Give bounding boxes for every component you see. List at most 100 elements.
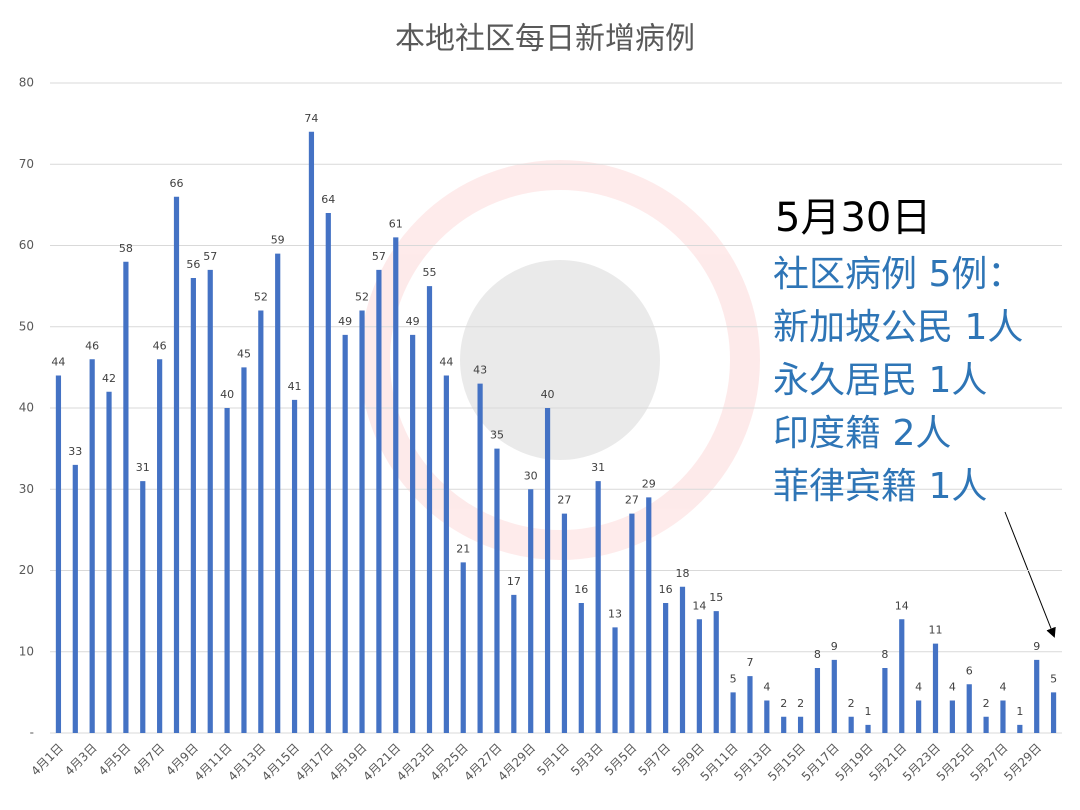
x-tick-label: 5月3日 [568, 741, 606, 779]
annotation-line: 印度籍 2人 [773, 413, 951, 454]
value-label: 57 [372, 250, 386, 263]
value-label: 55 [423, 266, 437, 279]
value-label: 5 [1050, 672, 1057, 685]
bar [410, 334, 416, 733]
x-tick-label: 5月5日 [602, 741, 640, 779]
bar [224, 408, 230, 733]
bar [916, 700, 922, 733]
bar [393, 237, 399, 733]
value-label: 2 [797, 697, 804, 710]
value-label: 40 [220, 388, 234, 401]
value-label: 45 [237, 347, 251, 360]
y-tick-label: 10 [19, 644, 34, 658]
value-label: 66 [170, 177, 184, 190]
bar [1000, 700, 1006, 733]
bar [308, 131, 315, 733]
bar [544, 408, 551, 733]
annotation-line: 永久居民 1人 [773, 360, 987, 401]
y-tick-label: 60 [19, 238, 34, 252]
x-tick-label: 5月7日 [636, 741, 674, 779]
bar [814, 668, 821, 733]
value-label: 31 [591, 461, 605, 474]
value-label: 56 [186, 258, 200, 271]
value-label: 1 [865, 705, 872, 718]
x-tick-label: 4月5日 [96, 741, 134, 779]
value-label: 49 [406, 315, 420, 328]
bar [342, 334, 348, 733]
value-label: 7 [746, 656, 753, 669]
value-label: 17 [507, 575, 521, 588]
value-label: 4 [763, 681, 770, 694]
value-label: 49 [338, 315, 352, 328]
bar [713, 611, 719, 733]
watermark [360, 160, 760, 560]
value-label: 64 [321, 193, 335, 206]
bar [173, 196, 180, 733]
bar [561, 513, 568, 733]
value-label: 16 [659, 583, 673, 596]
bar [831, 659, 837, 733]
y-tick-label: 30 [19, 482, 34, 496]
value-label: 21 [456, 542, 470, 555]
bar [1017, 724, 1023, 733]
bar [865, 724, 871, 733]
y-tick-label: 70 [19, 157, 34, 171]
value-label: 57 [203, 250, 217, 263]
bar [595, 481, 601, 733]
value-label: 2 [983, 697, 990, 710]
bar [966, 684, 972, 733]
bar [376, 269, 382, 733]
value-label: 14 [692, 599, 706, 612]
value-label: 35 [490, 429, 504, 442]
value-label: 9 [831, 640, 838, 653]
x-tick-label: 4月29日 [495, 741, 538, 784]
bar [781, 716, 787, 733]
value-label: 33 [68, 445, 82, 458]
x-tick-label: 4月3日 [62, 741, 100, 779]
bar [747, 676, 753, 733]
value-label: 16 [574, 583, 588, 596]
bar [983, 716, 989, 733]
annotation-line: 新加坡公民 1人 [773, 307, 1023, 348]
value-label: 41 [288, 380, 302, 393]
annotation-line: 社区病例 5例： [773, 254, 1023, 295]
value-label: 31 [136, 461, 150, 474]
bar [612, 627, 618, 733]
annotation-arrow [1004, 511, 1056, 638]
value-label: 9 [1033, 640, 1040, 653]
bar [89, 359, 95, 733]
value-label: 14 [895, 599, 909, 612]
value-label: 46 [153, 339, 167, 352]
bar [663, 603, 669, 733]
annotation-line: 菲律宾籍 1人 [773, 466, 987, 507]
value-label: 4 [915, 681, 922, 694]
bar [1050, 692, 1057, 733]
bar [426, 286, 433, 733]
bar [477, 383, 483, 733]
value-label: 5 [730, 672, 737, 685]
bar [190, 278, 196, 733]
value-label: 59 [271, 234, 285, 247]
chart-title: 本地社区每日新增病例 [395, 22, 695, 57]
value-label: 2 [780, 697, 787, 710]
bar [140, 481, 146, 733]
bar [646, 497, 652, 733]
value-label: 29 [642, 477, 656, 490]
value-label: 44 [439, 356, 453, 369]
bar [494, 448, 500, 733]
value-label: 27 [557, 494, 571, 507]
bar [797, 716, 804, 733]
value-label: 2 [848, 697, 855, 710]
bar [325, 213, 331, 733]
value-label: 13 [608, 607, 622, 620]
value-label: 4 [999, 681, 1006, 694]
value-label: 52 [355, 291, 369, 304]
bar [72, 464, 78, 733]
bar [106, 391, 112, 733]
value-label: 27 [625, 494, 639, 507]
bar [443, 375, 449, 733]
value-label: 58 [119, 242, 133, 255]
y-tick-label: 40 [19, 401, 34, 415]
value-label: 43 [473, 364, 487, 377]
